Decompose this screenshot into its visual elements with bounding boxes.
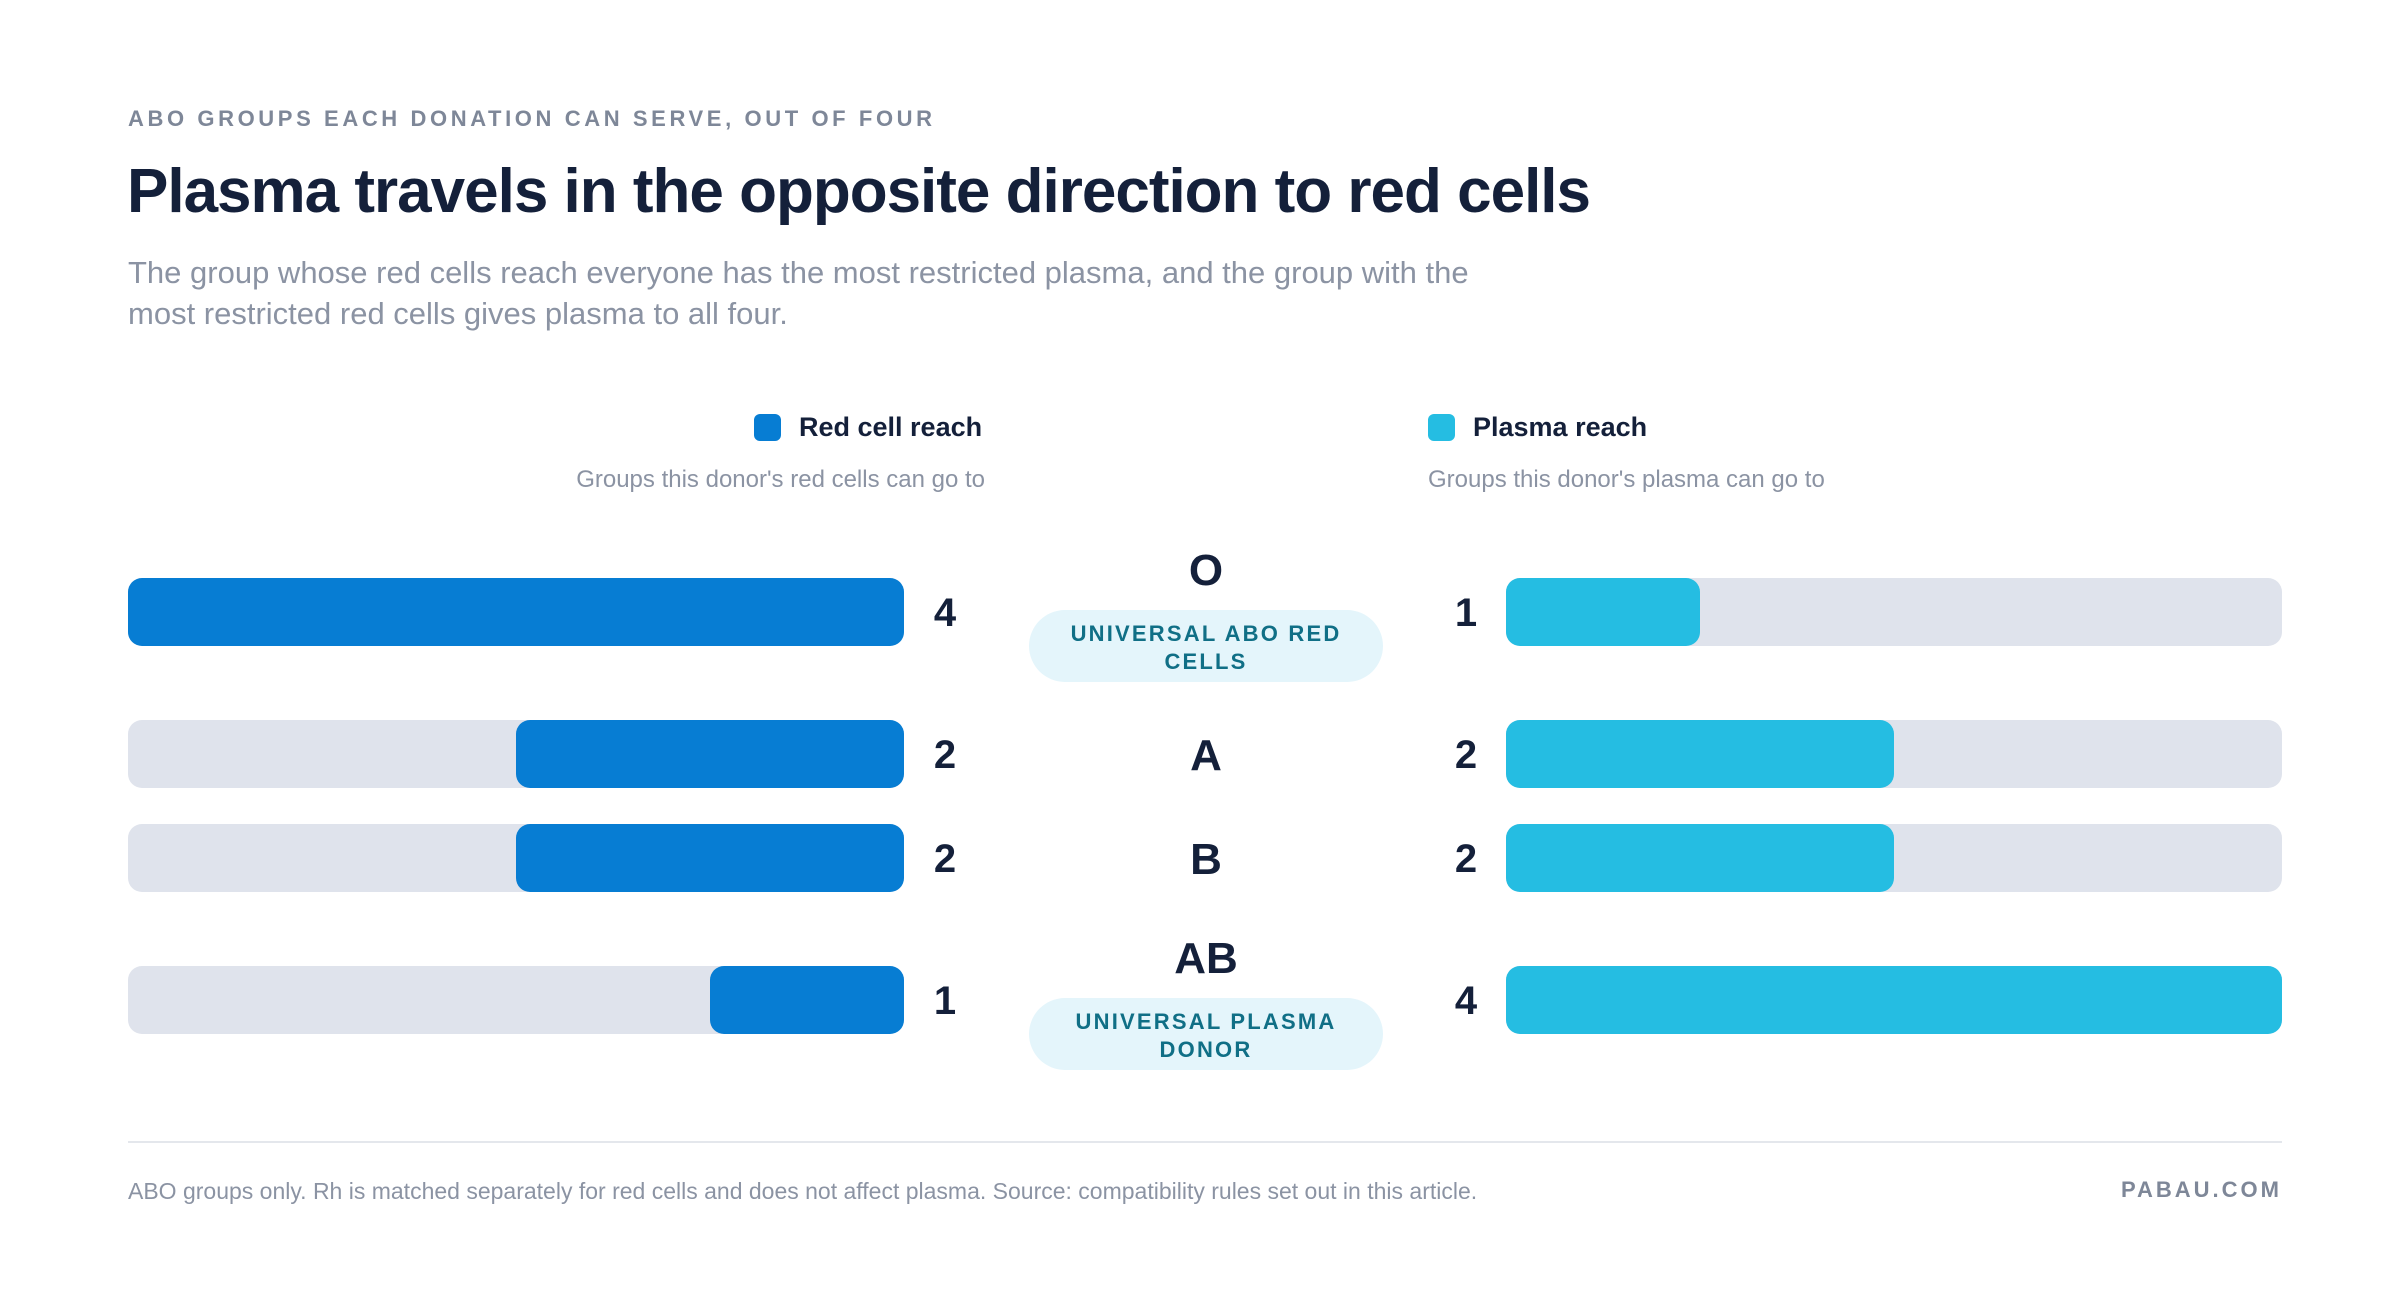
red-cell-value-o: 4 (934, 591, 957, 635)
plasma-value-ab: 4 (1455, 979, 1478, 1023)
plasma-bar-a (1506, 720, 1894, 788)
footnote: ABO groups only. Rh is matched separatel… (128, 1178, 1478, 1204)
plasma-bar-b (1506, 824, 1894, 892)
group-label-o: O (1189, 546, 1223, 595)
chart-title: Plasma travels in the opposite direction… (127, 157, 1591, 226)
group-label-b: B (1190, 835, 1222, 884)
legend-red-cell-label: Red cell reach (799, 412, 983, 442)
plasma-value-a: 2 (1455, 733, 1477, 777)
legend-plasma-swatch (1428, 414, 1455, 441)
plasma-bar-o (1506, 578, 1700, 646)
badge-text-o: UNIVERSAL ABO RED CELLS (1071, 621, 1342, 674)
brand-label: PABAU.COM (2120, 1177, 2282, 1202)
red-cell-bar-b (516, 824, 904, 892)
badge-text-ab: UNIVERSAL PLASMA DONOR (1076, 1009, 1337, 1062)
legend-plasma-sublabel: Groups this donor's plasma can go to (1428, 466, 1825, 493)
legend-plasma: Plasma reach (1428, 412, 1647, 443)
red-cell-value-b: 2 (934, 837, 956, 881)
badge-o (1029, 610, 1383, 682)
red-cell-bar-a (516, 720, 904, 788)
red-cell-bar-o (128, 578, 904, 646)
legend-red-cell-swatch (754, 414, 781, 441)
red-cell-value-ab: 1 (934, 979, 956, 1023)
footer-divider (128, 1141, 2282, 1143)
plasma-bar-ab (1506, 966, 2282, 1034)
chart-subtitle: The group whose red cells reach everyone… (128, 255, 1469, 331)
plasma-value-o: 1 (1455, 591, 1477, 635)
red-cell-value-a: 2 (934, 733, 956, 777)
plasma-value-b: 2 (1455, 837, 1477, 881)
group-label-ab: AB (1174, 934, 1238, 983)
red-cell-bar-ab (710, 966, 904, 1034)
legend-red-cell: Red cell reach (754, 412, 982, 443)
badge-ab (1029, 998, 1383, 1070)
group-label-a: A (1190, 731, 1222, 780)
legend-plasma-label: Plasma reach (1473, 412, 1648, 442)
chart-eyebrow: ABO GROUPS EACH DONATION CAN SERVE, OUT … (128, 106, 936, 131)
legend-red-cell-sublabel: Groups this donor's red cells can go to (576, 466, 985, 493)
